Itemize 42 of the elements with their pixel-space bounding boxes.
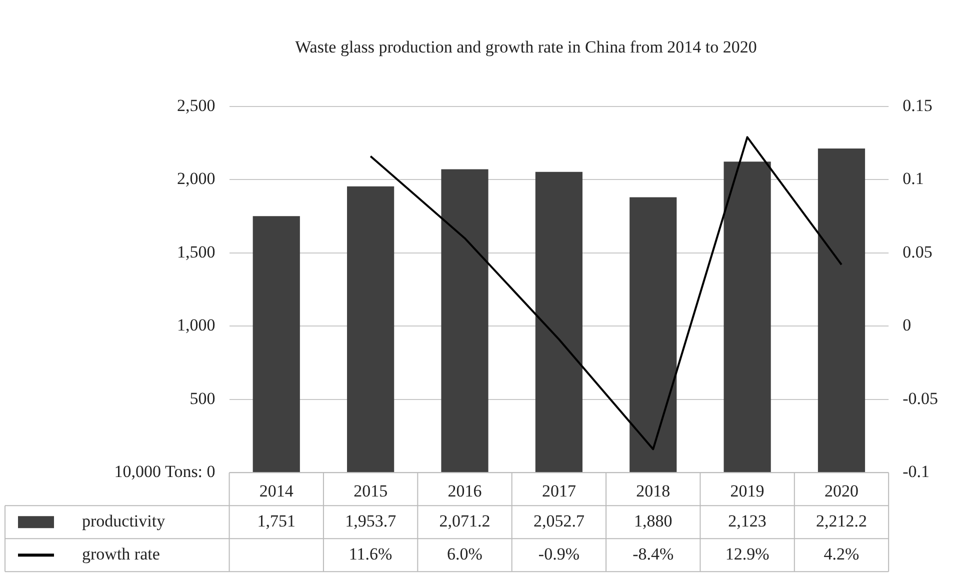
y2-tick-label: 0.1 (902, 169, 924, 188)
data-label: 1,953.7 (345, 512, 397, 531)
data-label: 1,880 (634, 512, 672, 531)
legend-label: growth rate (82, 544, 160, 564)
x-tick-label: 2020 (824, 481, 858, 500)
data-label: -8.4% (632, 544, 674, 564)
y-tick-label: 2,500 (177, 96, 216, 115)
y2-tick-label: 0 (902, 316, 912, 335)
chart-title: Waste glass production and growth rate in China from 2014 to 2020 (295, 38, 757, 57)
bar (441, 169, 488, 472)
y-tick-label: 1,500 (177, 242, 216, 262)
data-label: -0.9% (538, 544, 580, 564)
x-tick-label: 2016 (448, 481, 482, 500)
data-label: 12.9% (725, 544, 770, 564)
y2-tick-label: 0.15 (902, 96, 932, 115)
data-label: 2,123 (728, 512, 766, 531)
x-tick-label: 2018 (636, 481, 670, 500)
y2-tick-label: 0.05 (902, 242, 932, 262)
data-label: 1,751 (257, 512, 296, 531)
x-tick-label: 2019 (730, 481, 764, 500)
x-tick-label: 2017 (542, 481, 576, 500)
bar (724, 162, 771, 472)
y-tick-label: 1,000 (177, 316, 216, 335)
y-tick-label: 500 (190, 388, 216, 408)
y2-tick-label: -0.05 (902, 388, 938, 408)
y-tick-label: 2,000 (177, 169, 216, 188)
y2-tick-label: -0.1 (902, 462, 930, 482)
data-label: 4.2% (824, 544, 860, 564)
data-label: 6.0% (447, 544, 482, 564)
x-tick-label: 2015 (354, 481, 388, 500)
bar (630, 197, 677, 472)
data-label: 2,212.2 (816, 512, 867, 531)
bar (818, 148, 866, 472)
bar (252, 216, 300, 472)
y-tick-label: 10,000 Tons: 0 (114, 462, 216, 482)
data-label: 2,071.2 (439, 512, 490, 531)
x-tick-label: 2014 (259, 481, 294, 500)
bar (347, 186, 394, 472)
data-label: 2,052.7 (533, 512, 585, 531)
legend-label: productivity (82, 512, 166, 531)
bar (535, 172, 582, 472)
data-label: 11.6% (348, 544, 392, 564)
